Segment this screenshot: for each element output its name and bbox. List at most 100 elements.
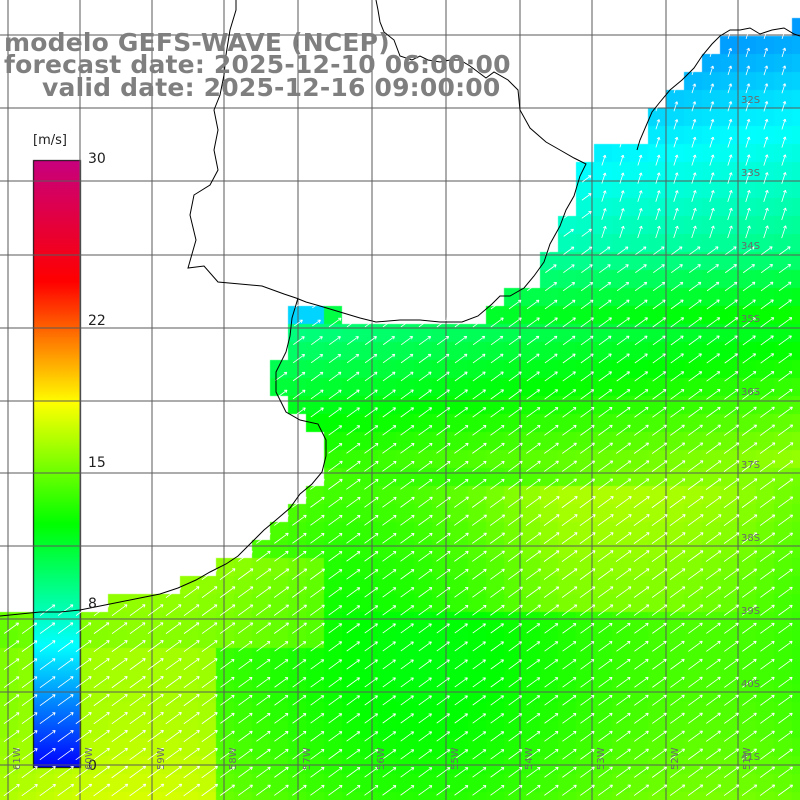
wind-arrow [346,353,360,364]
wind-arrow [634,389,649,400]
wind-arrow [633,514,650,527]
wind-arrow [219,586,236,598]
wind-arrow [616,299,630,310]
wind-arrow [329,336,341,346]
wind-arrow [454,568,469,580]
wind-arrow [745,189,751,202]
wind-arrow [526,731,541,742]
wind-arrow [183,712,200,725]
wind-arrow [741,424,758,436]
wind-arrow [707,246,719,255]
wind-arrow [274,641,289,652]
wind-arrow [778,604,793,616]
wind-arrow [616,281,630,292]
wind-arrow [760,317,775,328]
wind-arrow [723,460,740,472]
wind-arrow [723,424,739,436]
wind-arrow [490,353,504,364]
wind-arrow [688,730,703,742]
latitude-label: 38S [741,533,761,544]
wind-arrow [508,713,523,724]
wind-arrow [669,442,686,454]
wind-arrow [706,371,721,382]
wind-arrow [706,694,721,706]
wind-arrow [3,676,20,688]
wind-arrow [615,496,632,509]
wind-arrow [147,783,165,797]
wind-arrow [671,264,683,274]
wind-arrow [669,514,686,527]
wind-arrow [201,658,218,671]
wind-arrow [598,641,613,652]
wind-arrow [382,336,395,346]
wind-arrow [655,190,661,202]
wind-arrow [472,785,487,796]
valid-date: valid date: 2025-12-16 09:00:00 [42,73,501,102]
wind-arrow [669,784,686,796]
wind-arrow [633,496,650,509]
wind-arrow [328,605,343,616]
wind-arrow [274,659,289,670]
wind-arrow [544,641,559,652]
wind-arrow [364,695,378,706]
wind-arrow [57,783,74,797]
wind-arrow [526,335,540,346]
wind-arrow [147,604,164,616]
wind-arrow [328,425,343,436]
longitude-label: 56W [376,747,387,770]
wind-arrow [580,695,595,706]
wind-arrow [129,640,146,653]
wind-arrow [256,641,271,652]
wind-arrow [615,460,632,472]
wind-arrow [111,747,128,761]
wind-arrow [669,460,686,472]
wind-arrow [418,659,432,670]
wind-arrow [346,425,361,436]
wind-arrow [705,424,721,436]
wind-arrow [579,460,596,472]
wind-arrow [129,783,147,797]
wind-arrow [346,407,360,418]
wind-arrow [147,712,164,725]
wind-arrow [581,264,593,273]
wind-arrow [472,604,487,616]
wind-arrow [778,712,793,724]
wind-arrow [364,371,378,382]
wind-arrow [723,784,740,796]
wind-arrow [633,442,650,454]
wind-arrow [633,568,650,580]
wind-arrow [561,586,578,598]
wind-arrow [781,207,787,221]
wind-arrow [292,784,307,796]
wind-arrow [292,766,307,778]
wind-arrow [346,749,361,760]
wind-arrow [346,569,361,580]
longitude-label: 57W [302,747,313,770]
wind-arrow [237,604,254,616]
longitude-label: 61W [12,747,23,770]
wind-arrow [418,407,433,418]
wind-arrow [454,767,469,778]
wind-arrow [759,478,776,490]
wind-arrow [673,190,679,202]
wind-arrow [778,317,793,328]
wind-arrow [525,568,542,580]
wind-arrow [580,353,594,364]
wind-arrow [219,568,236,580]
wind-arrow [561,604,578,616]
wind-arrow [310,677,325,688]
wind-arrow [490,749,505,760]
wind-arrow [311,336,323,346]
wind-arrow [580,712,595,724]
wind-arrow [562,748,577,760]
wind-arrow [706,406,721,418]
wind-arrow [637,225,643,239]
wind-arrow [364,623,378,634]
wind-arrow [310,641,325,652]
wind-arrow [274,389,288,400]
wind-arrow [400,389,414,400]
wind-arrow [3,712,20,724]
wind-arrow [293,336,305,346]
wind-arrow [543,514,560,527]
wind-arrow [490,604,505,616]
